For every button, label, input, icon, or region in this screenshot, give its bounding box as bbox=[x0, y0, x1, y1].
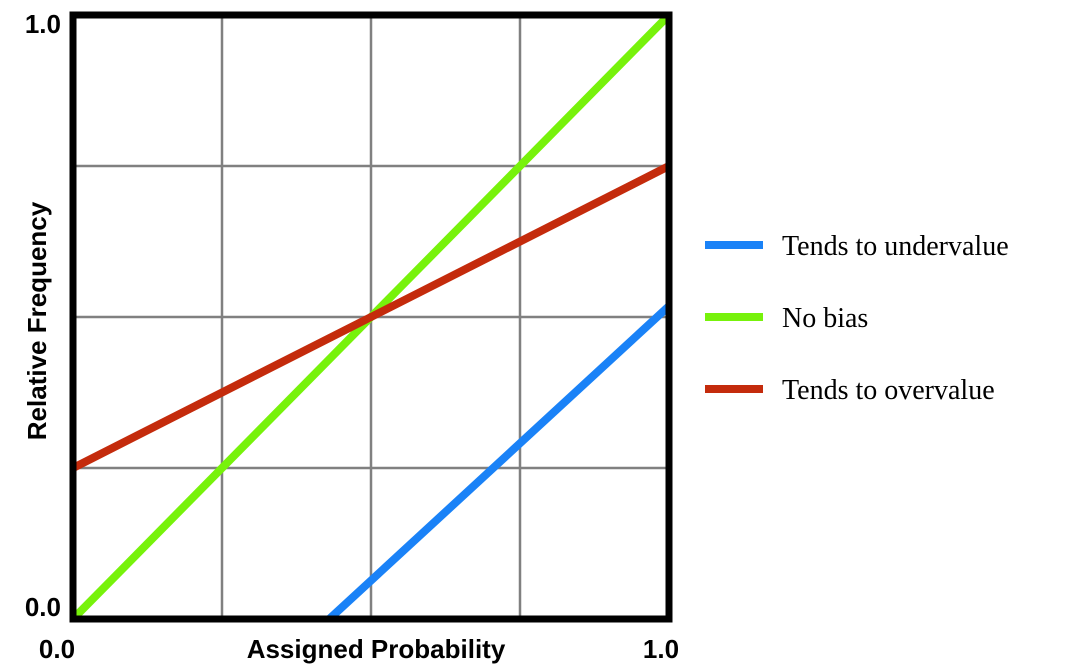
x-axis-title: Assigned Probability bbox=[247, 634, 506, 664]
x-tick-label-min: 0.0 bbox=[39, 634, 75, 664]
y-tick-label-min: 0.0 bbox=[25, 592, 61, 622]
legend-label-overvalue: Tends to overvalue bbox=[782, 375, 995, 406]
y-tick-label-max: 1.0 bbox=[25, 9, 61, 39]
legend-label-no-bias: No bias bbox=[782, 303, 868, 334]
legend: Tends to undervalue No bias Tends to ove… bbox=[705, 231, 1009, 406]
legend-label-undervalue: Tends to undervalue bbox=[782, 231, 1009, 262]
y-axis-title: Relative Frequency bbox=[22, 201, 52, 440]
x-tick-label-max: 1.0 bbox=[643, 634, 679, 664]
